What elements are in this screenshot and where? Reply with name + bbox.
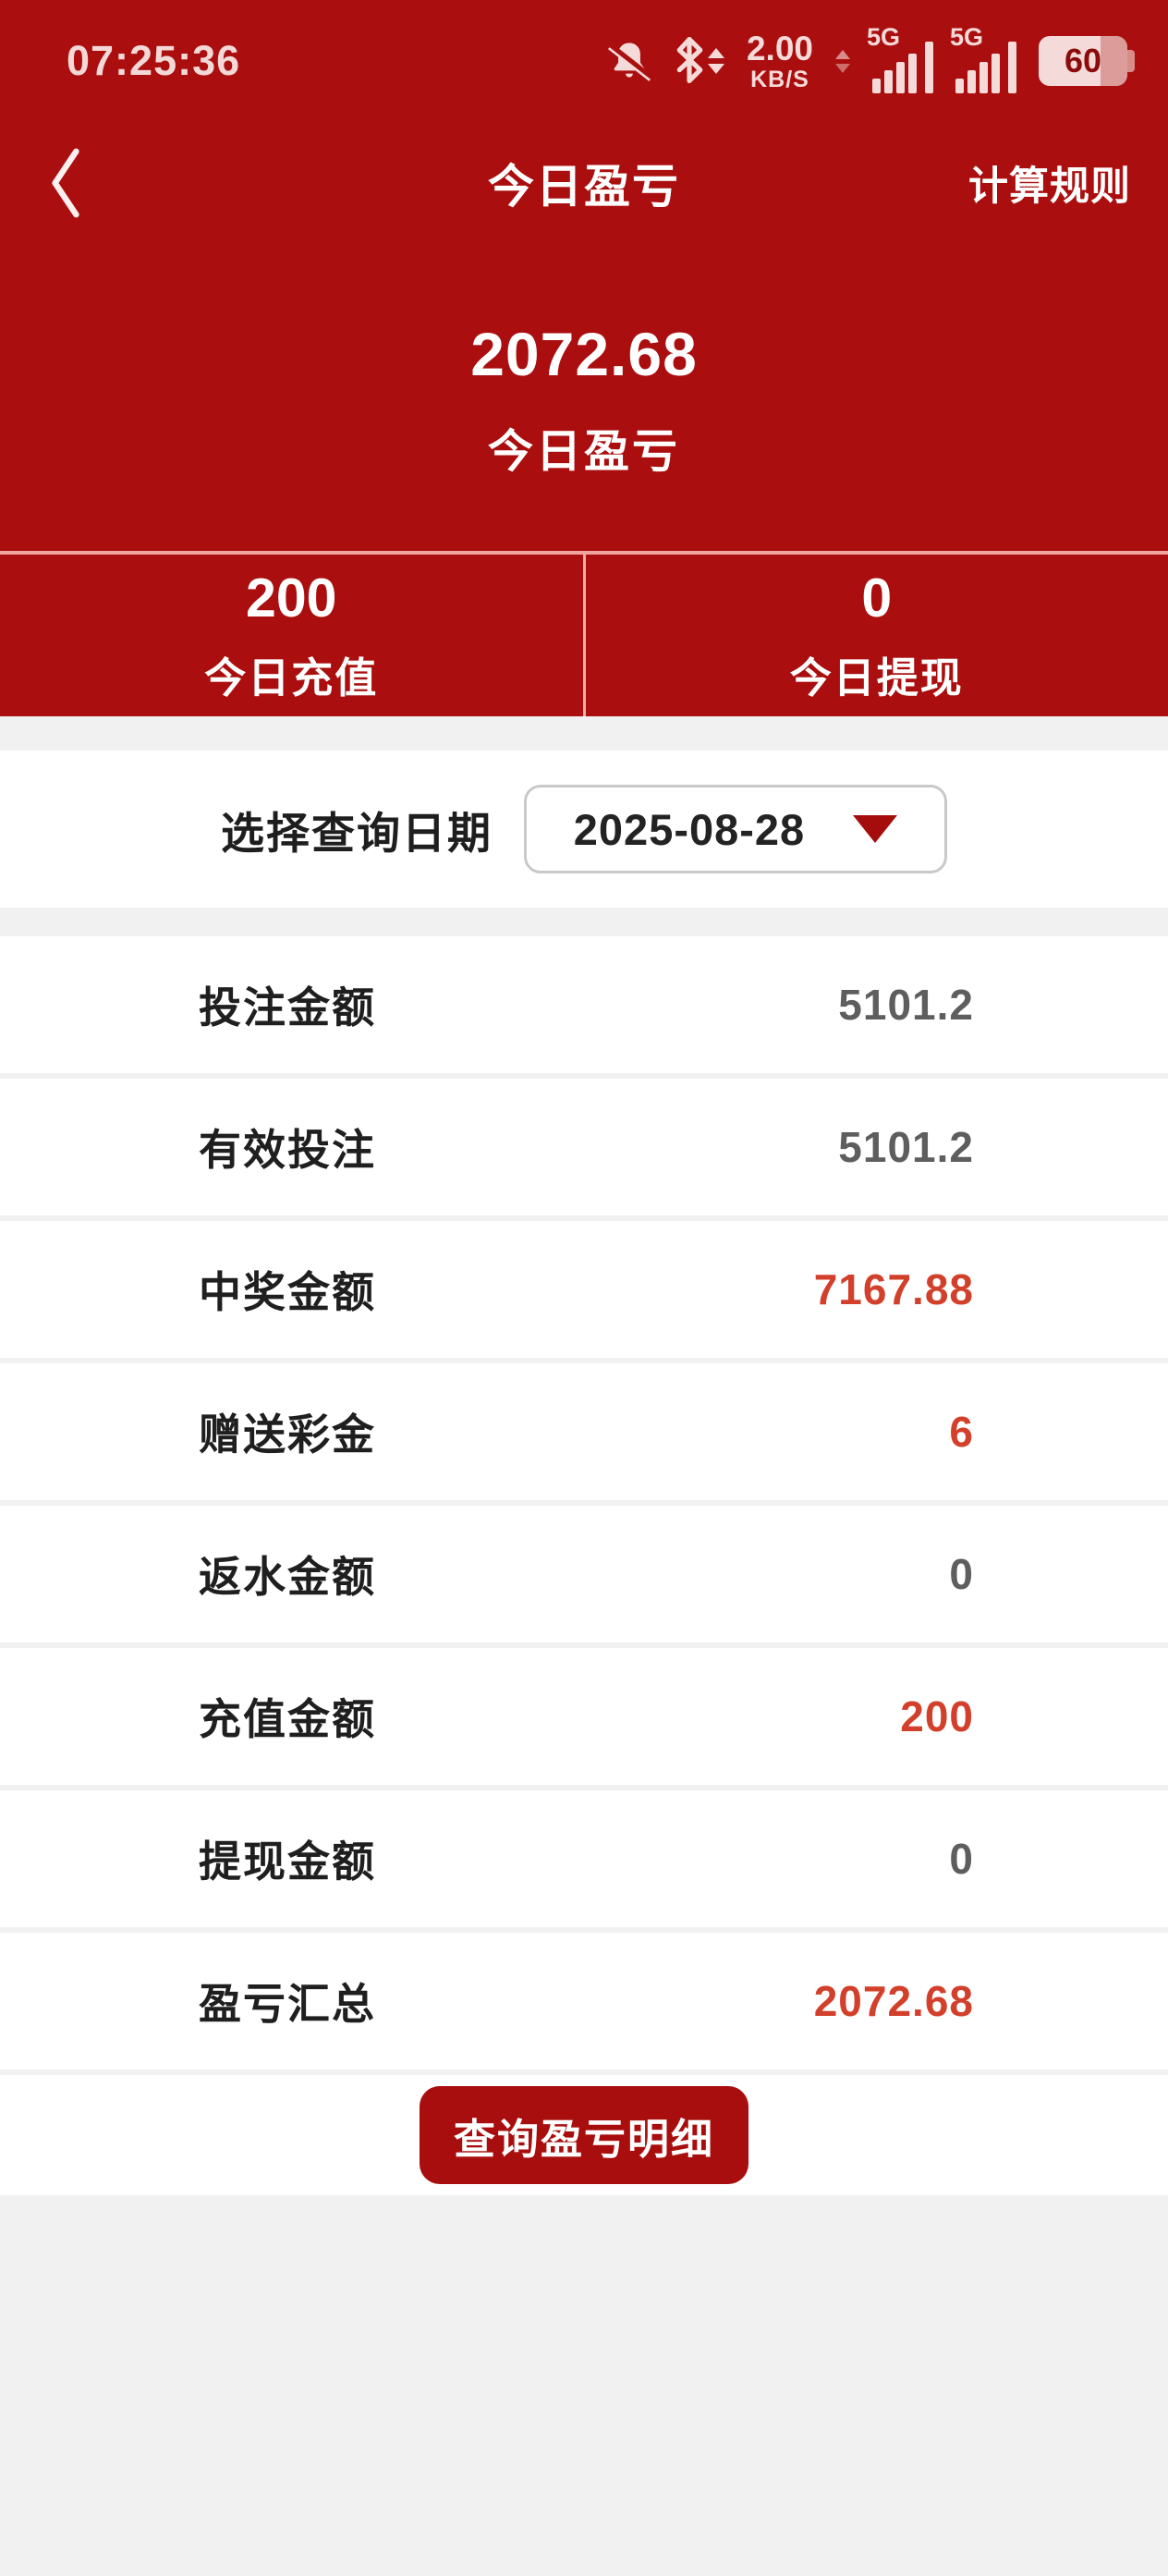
today-deposit-cell: 200 今日充值: [0, 555, 586, 716]
back-button[interactable]: [48, 141, 103, 225]
status-bar: 07:25:36 2.00: [0, 0, 1168, 109]
signal-sim1-icon: 5G: [872, 29, 933, 93]
row-label: 中奖金额: [199, 1259, 376, 1320]
today-profit-label: 今日盈亏: [488, 415, 680, 481]
calculation-rules-link[interactable]: 计算规则: [968, 154, 1131, 212]
row-label: 充值金额: [199, 1686, 376, 1747]
row-deposit-amount: 充值金额 200: [0, 1648, 1168, 1785]
battery-icon: 60: [1039, 36, 1127, 86]
today-profit-amount: 2072.68: [470, 319, 698, 389]
row-withdraw-amount: 提现金额 0: [0, 1790, 1168, 1927]
network-speed-indicator: 2.00 KB/S: [747, 31, 813, 92]
bottom-spacer: [0, 2195, 1168, 2576]
query-detail-section: 查询盈亏明细: [0, 2075, 1168, 2195]
row-value: 0: [949, 1549, 974, 1599]
today-withdraw-cell: 0 今日提现: [586, 555, 1168, 716]
speed-unit: KB/S: [750, 68, 809, 92]
row-bonus: 赠送彩金 6: [0, 1363, 1168, 1500]
date-picker-dropdown[interactable]: 2025-08-28: [524, 785, 947, 873]
row-label: 提现金额: [199, 1828, 376, 1889]
caret-down-icon: [853, 815, 897, 843]
row-value: 200: [900, 1691, 974, 1741]
chevron-left-icon: [48, 146, 83, 220]
row-label: 有效投注: [199, 1117, 376, 1178]
row-value: 6: [949, 1407, 974, 1457]
row-label: 投注金额: [199, 974, 376, 1035]
status-icons: 2.00 KB/S 5G 5G 60: [605, 29, 1127, 93]
row-valid-bet: 有效投注 5101.2: [0, 1079, 1168, 1215]
battery-level: 60: [1065, 42, 1101, 80]
row-profit-total: 盈亏汇总 2072.68: [0, 1933, 1168, 2069]
query-profit-detail-button[interactable]: 查询盈亏明细: [420, 2086, 748, 2184]
clock-time: 07:25:36: [67, 37, 240, 85]
today-withdraw-value: 0: [861, 567, 892, 629]
speed-value: 2.00: [747, 31, 813, 66]
today-profit-hero: 2072.68 今日盈亏: [0, 257, 1168, 551]
notification-muted-icon: [605, 37, 653, 85]
nav-bar: 今日盈亏 计算规则: [0, 109, 1168, 257]
bluetooth-transfer-arrows: [708, 48, 724, 74]
row-winning-amount: 中奖金额 7167.88: [0, 1221, 1168, 1358]
bluetooth-icon: [675, 37, 724, 85]
row-value: 2072.68: [814, 1976, 974, 2026]
row-value: 5101.2: [838, 1122, 974, 1172]
row-value: 7167.88: [814, 1264, 974, 1314]
statistics-list: 投注金额 5101.2 有效投注 5101.2 中奖金额 7167.88 赠送彩…: [0, 936, 1168, 2069]
row-bet-amount: 投注金额 5101.2: [0, 936, 1168, 1073]
signal-sim2-icon: 5G: [955, 29, 1016, 93]
data-activity-arrows-icon: [835, 50, 850, 73]
today-deposit-label: 今日充值: [204, 644, 378, 704]
row-label: 盈亏汇总: [199, 1971, 376, 2032]
date-picker-label: 选择查询日期: [221, 798, 493, 861]
network2-label: 5G: [950, 23, 983, 52]
date-query-section: 选择查询日期 2025-08-28: [0, 751, 1168, 908]
row-value: 5101.2: [838, 980, 974, 1030]
selected-date: 2025-08-28: [574, 804, 805, 855]
row-rebate: 返水金额 0: [0, 1506, 1168, 1642]
row-label: 返水金额: [199, 1544, 376, 1605]
summary-row: 200 今日充值 0 今日提现: [0, 551, 1168, 716]
row-value: 0: [949, 1834, 974, 1884]
network1-label: 5G: [867, 23, 900, 52]
row-label: 赠送彩金: [199, 1401, 376, 1462]
today-withdraw-label: 今日提现: [790, 644, 964, 704]
header-red-block: 07:25:36 2.00: [0, 0, 1168, 716]
today-deposit-value: 200: [246, 567, 336, 629]
